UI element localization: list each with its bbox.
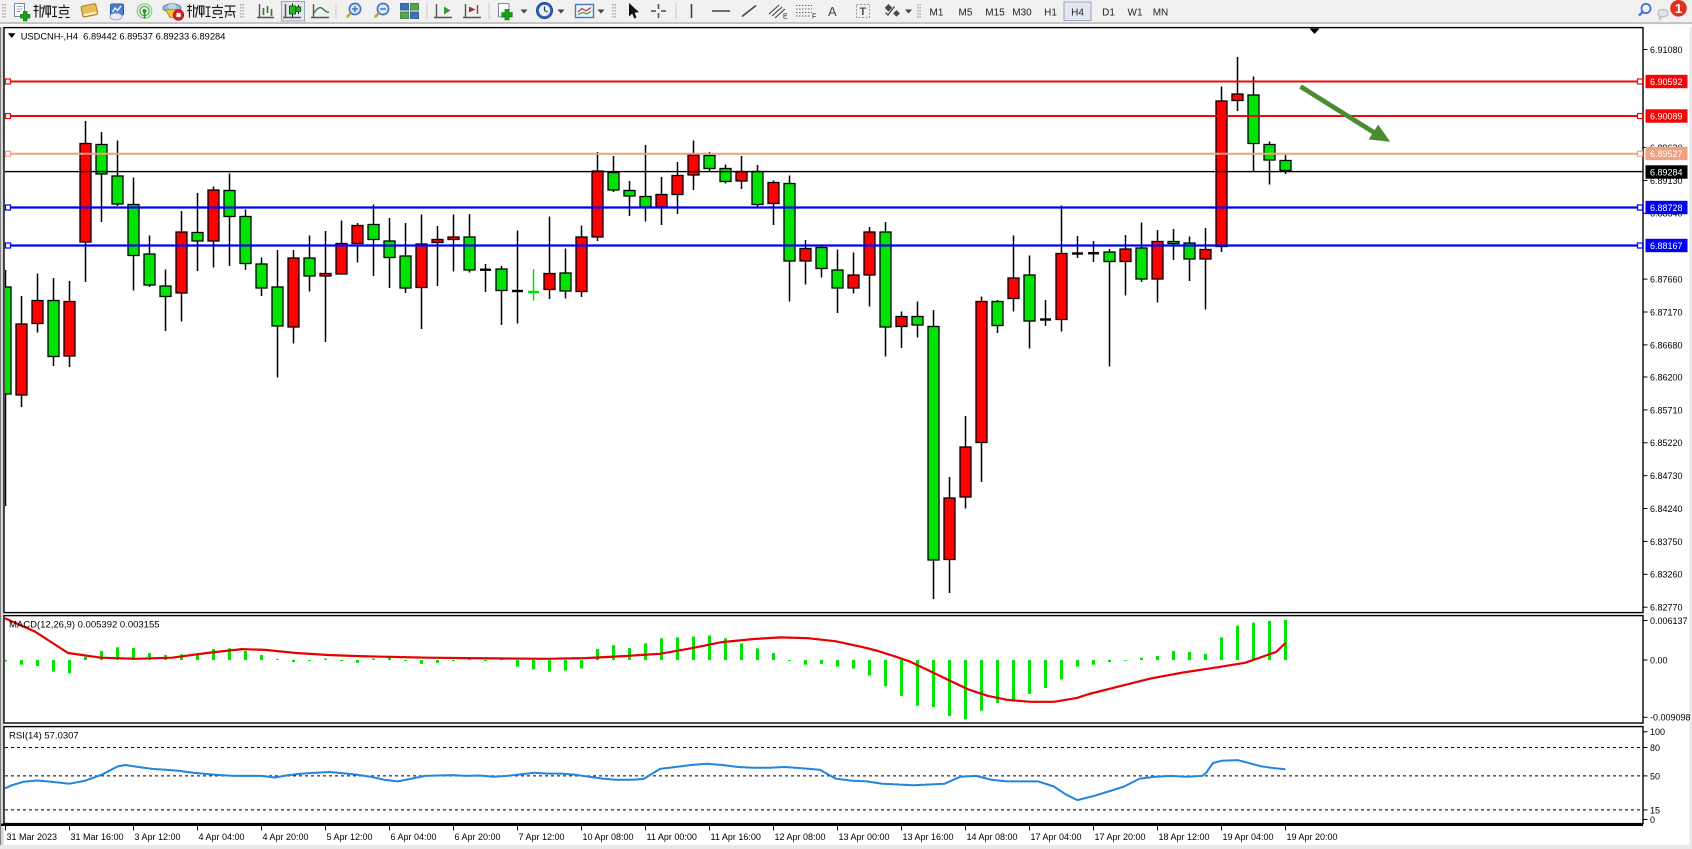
svg-text:3 Apr 12:00: 3 Apr 12:00 bbox=[135, 832, 181, 842]
svg-text:6.87660: 6.87660 bbox=[1650, 275, 1683, 285]
svg-text:19 Apr 04:00: 19 Apr 04:00 bbox=[1223, 832, 1274, 842]
svg-text:17 Apr 04:00: 17 Apr 04:00 bbox=[1031, 832, 1082, 842]
svg-text:6 Apr 04:00: 6 Apr 04:00 bbox=[391, 832, 437, 842]
svg-text:M15: M15 bbox=[985, 8, 1005, 19]
svg-text:W1: W1 bbox=[1128, 8, 1143, 19]
svg-text:19 Apr 20:00: 19 Apr 20:00 bbox=[1287, 832, 1338, 842]
svg-text:H1: H1 bbox=[1044, 8, 1057, 19]
svg-text:M1: M1 bbox=[930, 8, 944, 19]
svg-text:11 Apr 16:00: 11 Apr 16:00 bbox=[711, 832, 761, 842]
svg-text:-0.009098: -0.009098 bbox=[1650, 713, 1691, 723]
svg-text:6.88167: 6.88167 bbox=[1650, 241, 1683, 251]
svg-text:11 Apr 00:00: 11 Apr 00:00 bbox=[647, 832, 697, 842]
svg-text:M30: M30 bbox=[1012, 8, 1032, 19]
svg-text:6.91080: 6.91080 bbox=[1650, 45, 1683, 55]
svg-text:13 Apr 16:00: 13 Apr 16:00 bbox=[903, 832, 954, 842]
svg-text:0.00: 0.00 bbox=[1650, 655, 1668, 665]
svg-text:F: F bbox=[812, 14, 816, 21]
svg-text:31 Mar 16:00: 31 Mar 16:00 bbox=[71, 832, 124, 842]
svg-text:6.87170: 6.87170 bbox=[1650, 307, 1683, 317]
svg-text:50: 50 bbox=[1650, 771, 1660, 781]
svg-text:6.86680: 6.86680 bbox=[1650, 340, 1683, 350]
svg-text:14 Apr 08:00: 14 Apr 08:00 bbox=[967, 832, 1018, 842]
svg-text:6.90592: 6.90592 bbox=[1650, 77, 1683, 87]
svg-text:6.85710: 6.85710 bbox=[1650, 405, 1683, 415]
svg-text:12 Apr 08:00: 12 Apr 08:00 bbox=[775, 832, 826, 842]
svg-text:USDCNH-,H4 6.89442 6.89537 6.: USDCNH-,H4 6.89442 6.89537 6.89233 6.892… bbox=[21, 31, 226, 41]
svg-text:6.83260: 6.83260 bbox=[1650, 570, 1683, 580]
svg-text:6.83750: 6.83750 bbox=[1650, 537, 1683, 547]
svg-text:6.86200: 6.86200 bbox=[1650, 372, 1683, 382]
svg-text:5 Apr 12:00: 5 Apr 12:00 bbox=[327, 832, 373, 842]
svg-text:6 Apr 20:00: 6 Apr 20:00 bbox=[455, 832, 501, 842]
svg-text:E: E bbox=[783, 14, 788, 21]
svg-text:6.84730: 6.84730 bbox=[1650, 471, 1683, 481]
svg-text:10 Apr 08:00: 10 Apr 08:00 bbox=[583, 832, 634, 842]
svg-text:T: T bbox=[860, 6, 867, 18]
svg-text:0.006137: 0.006137 bbox=[1650, 616, 1688, 626]
svg-text:RSI(14) 57.0307: RSI(14) 57.0307 bbox=[9, 731, 79, 742]
svg-text:4 Apr 04:00: 4 Apr 04:00 bbox=[199, 832, 245, 842]
svg-text:6.89130: 6.89130 bbox=[1650, 176, 1683, 186]
svg-text:A: A bbox=[828, 4, 837, 19]
svg-text:6.89527: 6.89527 bbox=[1650, 149, 1683, 159]
svg-text:6.88728: 6.88728 bbox=[1650, 203, 1683, 213]
svg-text:4 Apr 20:00: 4 Apr 20:00 bbox=[263, 832, 309, 842]
svg-text:6.82770: 6.82770 bbox=[1650, 603, 1683, 613]
svg-text:D1: D1 bbox=[1102, 8, 1115, 19]
svg-text:6.84240: 6.84240 bbox=[1650, 504, 1683, 514]
svg-text:1: 1 bbox=[1675, 1, 1682, 16]
svg-text:H4: H4 bbox=[1071, 8, 1084, 19]
svg-text:15: 15 bbox=[1650, 805, 1660, 815]
svg-text:MACD(12,26,9) 0.005392 0.00315: MACD(12,26,9) 0.005392 0.003155 bbox=[9, 620, 160, 631]
svg-text:MN: MN bbox=[1153, 8, 1169, 19]
svg-text:17 Apr 20:00: 17 Apr 20:00 bbox=[1095, 832, 1146, 842]
svg-text:13 Apr 00:00: 13 Apr 00:00 bbox=[839, 832, 890, 842]
svg-text:6.85220: 6.85220 bbox=[1650, 438, 1683, 448]
svg-text:6.90089: 6.90089 bbox=[1650, 111, 1683, 121]
svg-text:6.89284: 6.89284 bbox=[1650, 167, 1683, 177]
svg-text:M5: M5 bbox=[959, 8, 973, 19]
svg-text:0: 0 bbox=[1650, 815, 1655, 825]
svg-text:18 Apr 12:00: 18 Apr 12:00 bbox=[1159, 832, 1210, 842]
svg-text:7 Apr 12:00: 7 Apr 12:00 bbox=[519, 832, 565, 842]
svg-text:100: 100 bbox=[1650, 727, 1665, 737]
svg-text:31 Mar 2023: 31 Mar 2023 bbox=[7, 832, 58, 842]
svg-text:80: 80 bbox=[1650, 743, 1660, 753]
